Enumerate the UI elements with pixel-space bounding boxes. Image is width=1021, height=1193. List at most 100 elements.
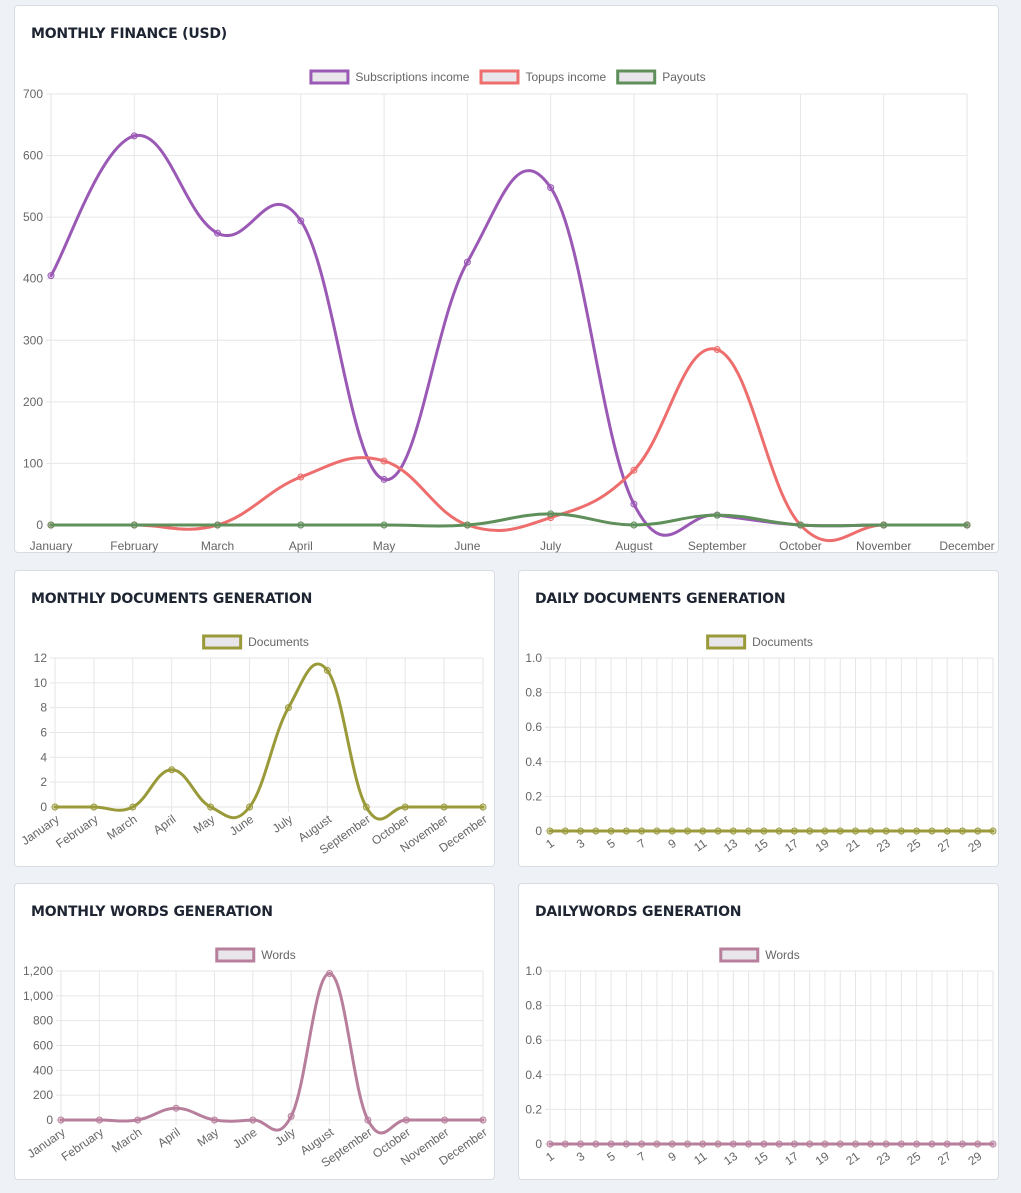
data-point[interactable] bbox=[852, 1140, 860, 1148]
data-point[interactable] bbox=[867, 827, 875, 835]
data-point[interactable] bbox=[790, 827, 798, 835]
data-point[interactable] bbox=[638, 1140, 646, 1148]
data-point[interactable] bbox=[928, 827, 936, 835]
legend-item[interactable]: Documents bbox=[202, 634, 309, 650]
data-point[interactable] bbox=[836, 1140, 844, 1148]
data-point[interactable] bbox=[547, 510, 555, 518]
data-point[interactable] bbox=[297, 473, 305, 481]
data-point[interactable] bbox=[207, 803, 215, 811]
data-point[interactable] bbox=[714, 827, 722, 835]
data-point[interactable] bbox=[913, 827, 921, 835]
data-point[interactable] bbox=[630, 500, 638, 508]
data-point[interactable] bbox=[577, 1140, 585, 1148]
legend-item[interactable]: Words bbox=[719, 947, 800, 963]
data-point[interactable] bbox=[172, 1104, 180, 1112]
data-point[interactable] bbox=[622, 827, 630, 835]
data-point[interactable] bbox=[47, 272, 55, 280]
data-point[interactable] bbox=[882, 1140, 890, 1148]
data-point[interactable] bbox=[796, 521, 804, 529]
data-point[interactable] bbox=[546, 827, 554, 835]
data-point[interactable] bbox=[745, 1140, 753, 1148]
data-point[interactable] bbox=[47, 521, 55, 529]
data-point[interactable] bbox=[880, 521, 888, 529]
data-point[interactable] bbox=[897, 827, 905, 835]
data-point[interactable] bbox=[630, 466, 638, 474]
data-point[interactable] bbox=[882, 827, 890, 835]
data-point[interactable] bbox=[51, 803, 59, 811]
data-point[interactable] bbox=[463, 521, 471, 529]
data-point[interactable] bbox=[561, 1140, 569, 1148]
data-point[interactable] bbox=[214, 229, 222, 237]
data-point[interactable] bbox=[821, 827, 829, 835]
data-point[interactable] bbox=[989, 1140, 997, 1148]
data-point[interactable] bbox=[479, 803, 487, 811]
data-point[interactable] bbox=[130, 521, 138, 529]
data-point[interactable] bbox=[134, 1116, 142, 1124]
data-point[interactable] bbox=[683, 827, 691, 835]
data-point[interactable] bbox=[168, 766, 176, 774]
data-point[interactable] bbox=[790, 1140, 798, 1148]
data-point[interactable] bbox=[440, 803, 448, 811]
data-point[interactable] bbox=[928, 1140, 936, 1148]
data-point[interactable] bbox=[246, 803, 254, 811]
data-point[interactable] bbox=[284, 704, 292, 712]
data-point[interactable] bbox=[607, 1140, 615, 1148]
data-point[interactable] bbox=[729, 1140, 737, 1148]
data-point[interactable] bbox=[561, 827, 569, 835]
data-point[interactable] bbox=[836, 827, 844, 835]
data-point[interactable] bbox=[867, 1140, 875, 1148]
data-point[interactable] bbox=[974, 1140, 982, 1148]
data-point[interactable] bbox=[729, 827, 737, 835]
data-point[interactable] bbox=[463, 258, 471, 266]
data-point[interactable] bbox=[713, 511, 721, 519]
data-point[interactable] bbox=[592, 827, 600, 835]
data-point[interactable] bbox=[249, 1116, 257, 1124]
data-point[interactable] bbox=[129, 803, 137, 811]
data-point[interactable] bbox=[958, 1140, 966, 1148]
data-point[interactable] bbox=[775, 827, 783, 835]
data-point[interactable] bbox=[401, 803, 409, 811]
data-point[interactable] bbox=[547, 184, 555, 192]
data-point[interactable] bbox=[441, 1116, 449, 1124]
data-point[interactable] bbox=[943, 1140, 951, 1148]
data-point[interactable] bbox=[607, 827, 615, 835]
data-point[interactable] bbox=[913, 1140, 921, 1148]
data-point[interactable] bbox=[714, 1140, 722, 1148]
data-point[interactable] bbox=[683, 1140, 691, 1148]
data-point[interactable] bbox=[821, 1140, 829, 1148]
data-point[interactable] bbox=[287, 1112, 295, 1120]
data-point[interactable] bbox=[668, 827, 676, 835]
data-point[interactable] bbox=[380, 521, 388, 529]
data-point[interactable] bbox=[214, 521, 222, 529]
legend-item[interactable]: Words bbox=[215, 947, 296, 963]
data-point[interactable] bbox=[760, 827, 768, 835]
data-point[interactable] bbox=[479, 1116, 487, 1124]
data-point[interactable] bbox=[210, 1116, 218, 1124]
data-point[interactable] bbox=[963, 521, 971, 529]
data-point[interactable] bbox=[806, 1140, 814, 1148]
data-point[interactable] bbox=[638, 827, 646, 835]
data-point[interactable] bbox=[130, 132, 138, 140]
data-point[interactable] bbox=[943, 827, 951, 835]
data-point[interactable] bbox=[57, 1116, 65, 1124]
legend-item[interactable]: Documents bbox=[706, 634, 813, 650]
data-point[interactable] bbox=[775, 1140, 783, 1148]
data-point[interactable] bbox=[380, 475, 388, 483]
data-point[interactable] bbox=[297, 521, 305, 529]
data-point[interactable] bbox=[653, 827, 661, 835]
data-point[interactable] bbox=[546, 1140, 554, 1148]
data-point[interactable] bbox=[974, 827, 982, 835]
data-point[interactable] bbox=[897, 1140, 905, 1148]
legend-item[interactable]: Subscriptions income bbox=[309, 69, 470, 85]
legend-item[interactable]: Topups income bbox=[479, 69, 607, 85]
data-point[interactable] bbox=[592, 1140, 600, 1148]
data-point[interactable] bbox=[630, 521, 638, 529]
data-point[interactable] bbox=[806, 827, 814, 835]
data-point[interactable] bbox=[745, 827, 753, 835]
data-point[interactable] bbox=[402, 1116, 410, 1124]
data-point[interactable] bbox=[713, 346, 721, 354]
data-point[interactable] bbox=[958, 827, 966, 835]
data-point[interactable] bbox=[90, 803, 98, 811]
data-point[interactable] bbox=[380, 457, 388, 465]
data-point[interactable] bbox=[297, 217, 305, 225]
